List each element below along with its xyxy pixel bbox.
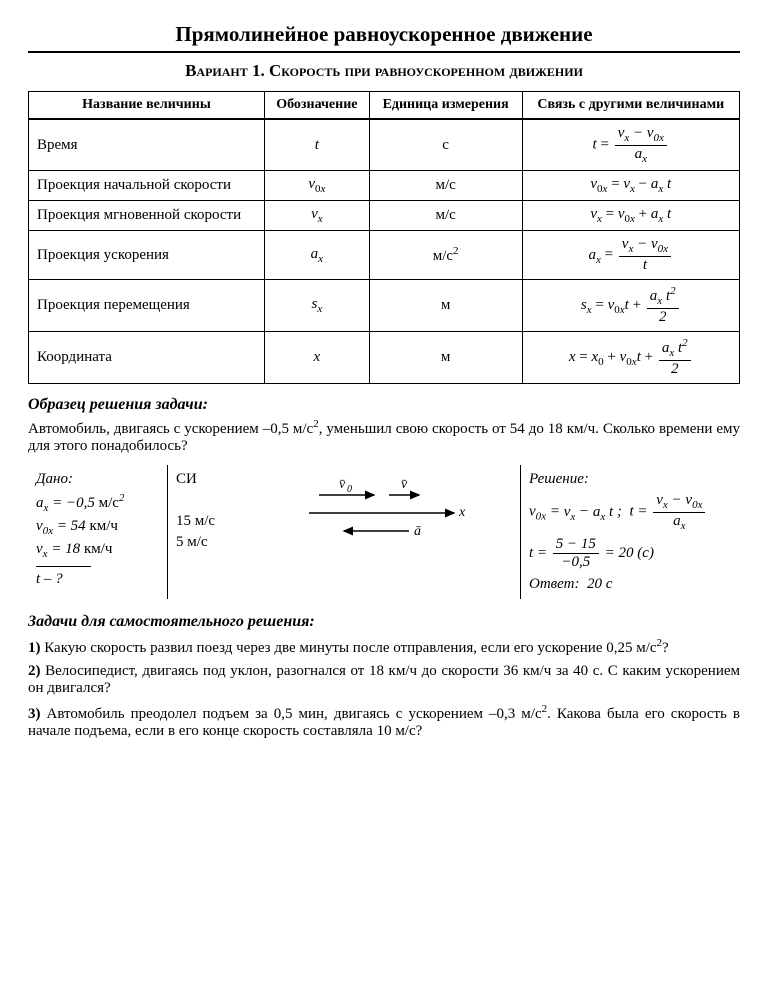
- solution-title: Решение:: [529, 471, 732, 488]
- given-title: Дано:: [36, 471, 159, 488]
- table-row: Проекция начальной скоростиv0xм/сv0x = v…: [29, 171, 740, 201]
- quantities-table: Название величины Обозначение Единица из…: [28, 91, 740, 384]
- svg-text:ā: ā: [414, 524, 421, 539]
- given-line: ax = −0,5 м/с2: [36, 492, 159, 514]
- cell-symbol: sx: [264, 280, 369, 332]
- si-line: 5 м/с: [176, 534, 230, 551]
- svg-text:v̄: v̄: [401, 477, 408, 492]
- cell-unit: м/с: [369, 201, 522, 231]
- cell-symbol: ax: [264, 231, 369, 280]
- task-item: 1) Какую скорость развил поезд через две…: [28, 637, 740, 657]
- cell-unit: м/с2: [369, 231, 522, 280]
- cell-unit: м: [369, 280, 522, 332]
- table-row: Времяtсt = vx − v0xax: [29, 119, 740, 171]
- task-item: 3) Автомобиль преодолел подъем за 0,5 ми…: [28, 703, 740, 740]
- tasks-list: 1) Какую скорость развил поезд через две…: [28, 637, 740, 740]
- si-title: СИ: [176, 471, 230, 488]
- table-row: Проекция ускоренияaxм/с2ax = vx − v0xt: [29, 231, 740, 280]
- table-row: Проекция мгновенной скоростиvxм/сvx = v0…: [29, 201, 740, 231]
- solution-line: Ответ: 20 с: [529, 576, 732, 593]
- given-line: vx = 18 км/ч: [36, 541, 159, 560]
- given-column: Дано: ax = −0,5 м/с2 v0x = 54 км/ч vx = 18…: [28, 465, 168, 599]
- task-item: 2) Велосипедист, двигаясь под уклон, раз…: [28, 663, 740, 697]
- solution-block: Дано: ax = −0,5 м/с2 v0x = 54 км/ч vx = 18…: [28, 465, 740, 599]
- cell-name: Проекция ускорения: [29, 231, 265, 280]
- cell-formula: t = vx − v0xax: [522, 119, 740, 171]
- cell-name: Проекция мгновенной скорости: [29, 201, 265, 231]
- tasks-title: Задачи для самостоятельного решения:: [28, 613, 740, 631]
- si-line: [176, 492, 230, 509]
- cell-unit: м/с: [369, 171, 522, 201]
- variant-title: Вариант 1. Скорость при равноускоренном …: [28, 61, 740, 81]
- solution-column: Решение: v0x = vx − ax t ; t = vx − v0xa…: [520, 465, 740, 599]
- cell-formula: ax = vx − v0xt: [522, 231, 740, 280]
- cell-name: Координата: [29, 332, 265, 384]
- solution-line: t = 5 − 15−0,5 = 20 (с): [529, 536, 732, 572]
- svg-text:0: 0: [347, 484, 352, 495]
- cell-name: Проекция перемещения: [29, 280, 265, 332]
- cell-formula: x = x0 + v0xt + ax t22: [522, 332, 740, 384]
- si-line: 15 м/с: [176, 513, 230, 530]
- cell-unit: с: [369, 119, 522, 171]
- table-row: Координатаxмx = x0 + v0xt + ax t22: [29, 332, 740, 384]
- cell-unit: м: [369, 332, 522, 384]
- cell-symbol: vx: [264, 201, 369, 231]
- table-row: Проекция перемещенияsxмsx = v0xt + ax t2…: [29, 280, 740, 332]
- th-unit: Единица измерения: [369, 92, 522, 120]
- th-symbol: Обозначение: [264, 92, 369, 120]
- svg-text:x: x: [458, 505, 466, 520]
- find-line: t – ?: [36, 566, 91, 588]
- cell-name: Время: [29, 119, 265, 171]
- cell-symbol: x: [264, 332, 369, 384]
- th-relation: Связь с другими величинами: [522, 92, 740, 120]
- cell-name: Проекция начальной скорости: [29, 171, 265, 201]
- cell-formula: v0x = vx − ax t: [522, 171, 740, 201]
- page-title: Прямолинейное равноускоренное движение: [28, 22, 740, 53]
- cell-formula: sx = v0xt + ax t22: [522, 280, 740, 332]
- solution-line: v0x = vx − ax t ; t = vx − v0xax: [529, 492, 732, 532]
- example-text: Автомобиль, двигаясь с ускорением –0,5 м…: [28, 418, 740, 455]
- vectors-diagram: v̄ 0 v̄ x ā: [289, 473, 469, 553]
- cell-formula: vx = v0x + ax t: [522, 201, 740, 231]
- given-line: v0x = 54 км/ч: [36, 518, 159, 537]
- si-column: СИ 15 м/с 5 м/с: [168, 465, 238, 599]
- example-title: Образец решения задачи:: [28, 396, 740, 414]
- diagram-column: v̄ 0 v̄ x ā: [238, 465, 520, 599]
- cell-symbol: v0x: [264, 171, 369, 201]
- th-name: Название величины: [29, 92, 265, 120]
- cell-symbol: t: [264, 119, 369, 171]
- svg-text:v̄: v̄: [339, 477, 346, 492]
